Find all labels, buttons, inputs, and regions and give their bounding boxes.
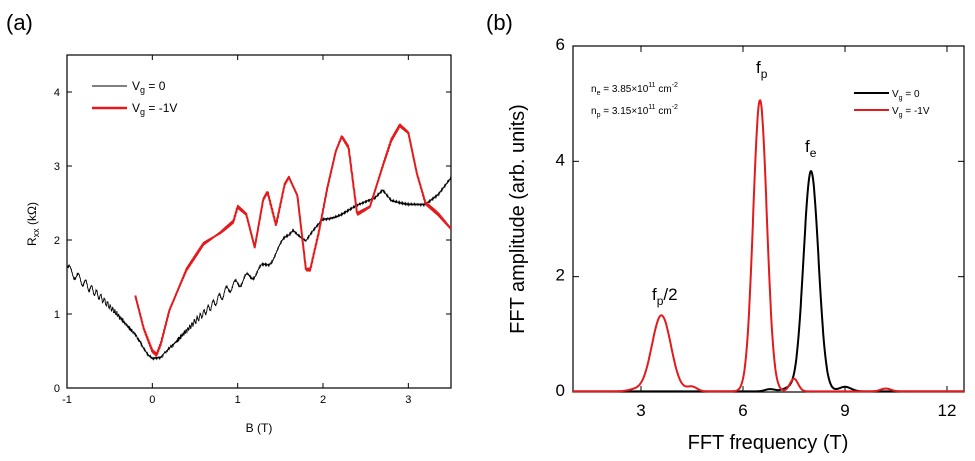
panel-b-legend: Vg = 0 Vg = -1V: [854, 89, 930, 119]
peak-label-fe: fe: [805, 137, 817, 160]
annotation-ne: ne = 3.85×1011 cm-2: [591, 82, 678, 97]
series-line-vg-1v: [134, 123, 452, 357]
panel-a-label: (a): [6, 10, 33, 35]
panel-b-xtick-label: 3: [636, 401, 645, 420]
legend-a-label-vg0: Vg = 0: [132, 79, 166, 95]
panel-a-ylabel-sub: xx: [31, 228, 41, 238]
series-line-vg0: [572, 170, 965, 393]
series-line-vg0: [66, 175, 452, 361]
panel-a-xtick-label: 0: [149, 394, 155, 406]
panel-b-ytick-label: 0: [556, 381, 565, 400]
panel-a-ylabel: Rxx (kΩ): [25, 202, 41, 246]
panel-b-xtick-label: 12: [938, 401, 957, 420]
panel-b-xtick-label: 6: [738, 401, 747, 420]
panel-b-ytick-label: 2: [556, 266, 565, 285]
panel-a-ylabel-unit: (kΩ): [25, 202, 39, 228]
panel-b-xtick-label: 9: [840, 401, 849, 420]
panel-b-ytick-label: 6: [556, 35, 565, 54]
panel-a-xlabel: B (T): [246, 421, 273, 435]
panel-b-xlabel: FFT frequency (T): [688, 432, 849, 454]
panel-a-xtick-label: 1: [235, 394, 241, 406]
panel-b-ytick-label: 4: [556, 150, 565, 169]
peak-label-fp-half: fp/2: [652, 285, 678, 308]
panel-a-ytick-label: 1: [54, 309, 60, 321]
legend-b-label-vg0: Vg = 0: [892, 89, 920, 102]
legend-a-label-vg1: Vg = -1V: [132, 101, 177, 117]
annotation-np: np = 3.15×1011 cm-2: [591, 104, 678, 119]
series-line-vg-1v: [572, 99, 965, 393]
panel-a-xtick-label: -1: [62, 394, 72, 406]
legend-b-label-vg1: Vg = -1V: [892, 106, 930, 119]
panel-b: (b) 3 6 9 12 0 2 4 6 FFT frequency (T) FFT ampl…: [486, 10, 965, 454]
panel-b-label: (b): [486, 10, 513, 35]
peak-label-fp: fp: [756, 58, 768, 81]
panel-a-ytick-label: 0: [54, 383, 60, 395]
panel-b-ylabel: FFT amplitude (arb. units): [507, 104, 529, 334]
panel-a-ylabel-main: R: [25, 237, 39, 246]
panel-a-plot-frame: [66, 54, 452, 389]
panel-a-legend: Vg = 0 Vg = -1V: [92, 79, 177, 117]
panel-a-xtick-label: 2: [320, 394, 326, 406]
panel-b-plot-frame: [572, 45, 965, 393]
panel-a-xtick-label: 3: [405, 394, 411, 406]
panel-b-series: [572, 99, 965, 393]
panel-a-ytick-label: 3: [54, 161, 60, 173]
panel-b-ticks: 3 6 9 12 0 2 4 6: [556, 35, 964, 420]
panel-a-ytick-label: 4: [54, 87, 60, 99]
panel-a-series: [66, 123, 452, 361]
panel-a-ytick-label: 2: [54, 235, 60, 247]
